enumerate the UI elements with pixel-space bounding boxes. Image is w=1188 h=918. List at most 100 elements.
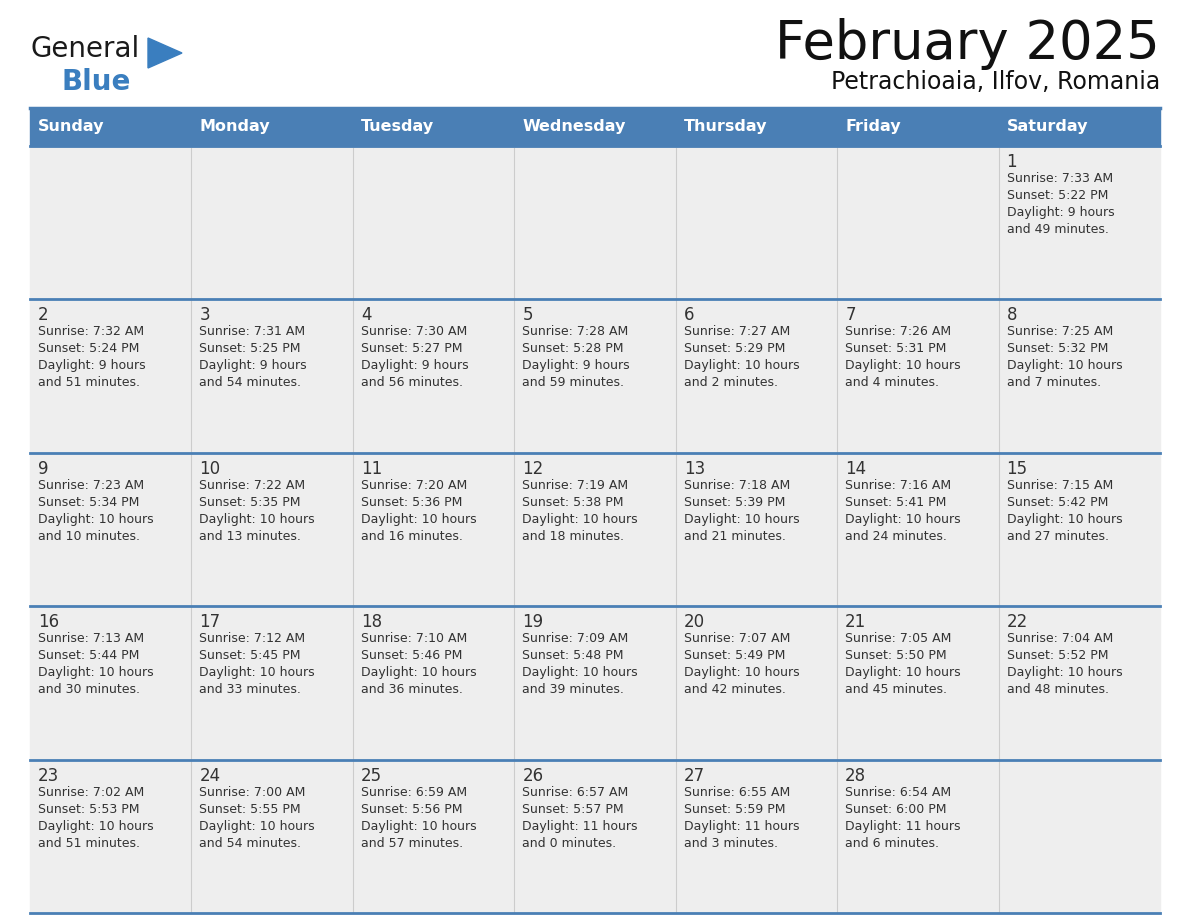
Text: Sunrise: 7:31 AM: Sunrise: 7:31 AM [200, 325, 305, 339]
Text: and 51 minutes.: and 51 minutes. [38, 376, 140, 389]
Text: Daylight: 10 hours: Daylight: 10 hours [684, 513, 800, 526]
Text: Petrachioaia, Ilfov, Romania: Petrachioaia, Ilfov, Romania [830, 70, 1159, 94]
Text: Sunrise: 7:22 AM: Sunrise: 7:22 AM [200, 479, 305, 492]
Text: Sunrise: 6:59 AM: Sunrise: 6:59 AM [361, 786, 467, 799]
Text: Sunset: 5:57 PM: Sunset: 5:57 PM [523, 802, 624, 815]
Text: and 2 minutes.: and 2 minutes. [684, 376, 778, 389]
Text: 10: 10 [200, 460, 221, 477]
Text: General: General [30, 35, 139, 63]
Text: Sunrise: 7:25 AM: Sunrise: 7:25 AM [1006, 325, 1113, 339]
Text: and 7 minutes.: and 7 minutes. [1006, 376, 1101, 389]
Text: Daylight: 10 hours: Daylight: 10 hours [1006, 666, 1123, 679]
Text: 28: 28 [845, 767, 866, 785]
Text: and 39 minutes.: and 39 minutes. [523, 683, 624, 696]
Text: 14: 14 [845, 460, 866, 477]
Text: Daylight: 10 hours: Daylight: 10 hours [684, 666, 800, 679]
Text: and 48 minutes.: and 48 minutes. [1006, 683, 1108, 696]
Text: Sunset: 5:27 PM: Sunset: 5:27 PM [361, 342, 462, 355]
Text: Saturday: Saturday [1006, 119, 1088, 135]
Text: Daylight: 9 hours: Daylight: 9 hours [200, 360, 307, 373]
Text: Sunset: 5:50 PM: Sunset: 5:50 PM [845, 649, 947, 662]
Text: Sunday: Sunday [38, 119, 105, 135]
Text: and 33 minutes.: and 33 minutes. [200, 683, 302, 696]
Text: and 59 minutes.: and 59 minutes. [523, 376, 624, 389]
Text: and 42 minutes.: and 42 minutes. [684, 683, 785, 696]
Bar [30, 606, 1159, 759]
Text: 8: 8 [1006, 307, 1017, 324]
Text: Sunrise: 7:12 AM: Sunrise: 7:12 AM [200, 633, 305, 645]
Text: Sunset: 5:55 PM: Sunset: 5:55 PM [200, 802, 301, 815]
Text: 20: 20 [684, 613, 704, 632]
Text: Sunset: 5:29 PM: Sunset: 5:29 PM [684, 342, 785, 355]
Text: 15: 15 [1006, 460, 1028, 477]
Text: Sunrise: 7:32 AM: Sunrise: 7:32 AM [38, 325, 144, 339]
Text: 21: 21 [845, 613, 866, 632]
Text: Daylight: 10 hours: Daylight: 10 hours [200, 666, 315, 679]
Text: 11: 11 [361, 460, 383, 477]
Text: Sunset: 5:45 PM: Sunset: 5:45 PM [200, 649, 301, 662]
Text: and 0 minutes.: and 0 minutes. [523, 836, 617, 849]
Text: 12: 12 [523, 460, 544, 477]
Bar [30, 453, 1159, 606]
Text: Daylight: 10 hours: Daylight: 10 hours [38, 820, 153, 833]
Text: Sunrise: 6:57 AM: Sunrise: 6:57 AM [523, 786, 628, 799]
Text: 2: 2 [38, 307, 49, 324]
Text: February 2025: February 2025 [776, 18, 1159, 70]
Text: Monday: Monday [200, 119, 270, 135]
Text: Sunset: 5:22 PM: Sunset: 5:22 PM [1006, 189, 1108, 202]
Text: Daylight: 10 hours: Daylight: 10 hours [845, 513, 961, 526]
Text: Daylight: 9 hours: Daylight: 9 hours [38, 360, 146, 373]
Text: Sunrise: 7:18 AM: Sunrise: 7:18 AM [684, 479, 790, 492]
Text: and 16 minutes.: and 16 minutes. [361, 530, 463, 543]
Text: 27: 27 [684, 767, 704, 785]
Text: Daylight: 10 hours: Daylight: 10 hours [1006, 513, 1123, 526]
Text: Sunrise: 6:54 AM: Sunrise: 6:54 AM [845, 786, 952, 799]
Text: Sunrise: 7:27 AM: Sunrise: 7:27 AM [684, 325, 790, 339]
Text: Sunrise: 7:30 AM: Sunrise: 7:30 AM [361, 325, 467, 339]
Text: Daylight: 10 hours: Daylight: 10 hours [200, 513, 315, 526]
Bar [30, 759, 1159, 913]
Text: and 27 minutes.: and 27 minutes. [1006, 530, 1108, 543]
Text: Daylight: 10 hours: Daylight: 10 hours [1006, 360, 1123, 373]
Text: and 36 minutes.: and 36 minutes. [361, 683, 463, 696]
Text: Daylight: 9 hours: Daylight: 9 hours [361, 360, 468, 373]
Text: Sunset: 5:31 PM: Sunset: 5:31 PM [845, 342, 947, 355]
Text: and 24 minutes.: and 24 minutes. [845, 530, 947, 543]
Text: 19: 19 [523, 613, 543, 632]
Text: Sunrise: 7:09 AM: Sunrise: 7:09 AM [523, 633, 628, 645]
Text: Sunrise: 7:00 AM: Sunrise: 7:00 AM [200, 786, 305, 799]
Text: 24: 24 [200, 767, 221, 785]
Text: 22: 22 [1006, 613, 1028, 632]
Text: Sunset: 5:28 PM: Sunset: 5:28 PM [523, 342, 624, 355]
Text: Daylight: 10 hours: Daylight: 10 hours [38, 666, 153, 679]
Text: Wednesday: Wednesday [523, 119, 626, 135]
Text: Sunrise: 7:28 AM: Sunrise: 7:28 AM [523, 325, 628, 339]
Text: 23: 23 [38, 767, 59, 785]
Text: 16: 16 [38, 613, 59, 632]
Text: and 54 minutes.: and 54 minutes. [200, 836, 302, 849]
Text: Sunset: 5:52 PM: Sunset: 5:52 PM [1006, 649, 1108, 662]
Polygon shape [148, 38, 182, 68]
Text: 9: 9 [38, 460, 49, 477]
Text: Sunrise: 7:04 AM: Sunrise: 7:04 AM [1006, 633, 1113, 645]
Text: 26: 26 [523, 767, 543, 785]
Text: Sunrise: 7:19 AM: Sunrise: 7:19 AM [523, 479, 628, 492]
Text: Sunset: 5:56 PM: Sunset: 5:56 PM [361, 802, 462, 815]
Text: and 3 minutes.: and 3 minutes. [684, 836, 778, 849]
Text: Daylight: 10 hours: Daylight: 10 hours [361, 666, 476, 679]
Bar [30, 299, 1159, 453]
Text: Daylight: 11 hours: Daylight: 11 hours [845, 820, 961, 833]
Text: and 18 minutes.: and 18 minutes. [523, 530, 624, 543]
Text: Daylight: 10 hours: Daylight: 10 hours [38, 513, 153, 526]
Text: and 49 minutes.: and 49 minutes. [1006, 223, 1108, 236]
Text: Daylight: 10 hours: Daylight: 10 hours [684, 360, 800, 373]
Text: Sunset: 5:32 PM: Sunset: 5:32 PM [1006, 342, 1108, 355]
Text: and 45 minutes.: and 45 minutes. [845, 683, 947, 696]
Text: Sunset: 5:59 PM: Sunset: 5:59 PM [684, 802, 785, 815]
Text: Sunrise: 7:10 AM: Sunrise: 7:10 AM [361, 633, 467, 645]
Text: 17: 17 [200, 613, 221, 632]
Text: and 4 minutes.: and 4 minutes. [845, 376, 940, 389]
Text: Thursday: Thursday [684, 119, 767, 135]
Text: Sunrise: 6:55 AM: Sunrise: 6:55 AM [684, 786, 790, 799]
Text: Sunset: 5:24 PM: Sunset: 5:24 PM [38, 342, 139, 355]
